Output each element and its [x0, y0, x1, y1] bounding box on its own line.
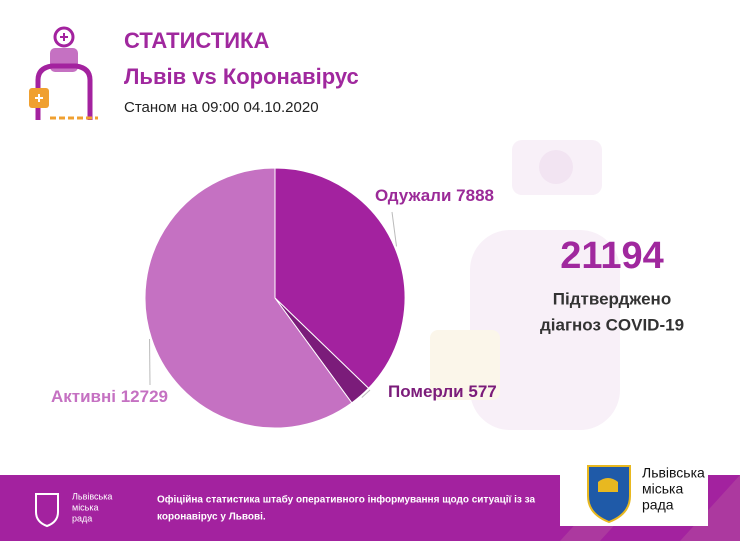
leader-line [391, 211, 397, 247]
leader-line [361, 389, 371, 398]
slice-label: Померли 577 [388, 382, 497, 401]
coat-of-arms [587, 465, 631, 524]
brand-text: рада [642, 497, 674, 513]
footer-logo [35, 493, 59, 528]
slice-label-value: 577 [468, 382, 496, 401]
background-icon [430, 140, 620, 430]
slice-label: Активні 12729 [51, 387, 168, 406]
footer-text: коронавірус у Львові. [157, 512, 266, 523]
pie-slice [274, 167, 406, 389]
brand-panel [560, 460, 708, 526]
slice-label-name: Одужали [375, 186, 451, 205]
footer-logo-text: міська [72, 502, 99, 512]
brand-text: Львівська [642, 465, 705, 481]
subtitle: Львів vs Коронавірус [124, 64, 359, 89]
total-number: 21194 [560, 235, 664, 277]
footer-text: Офіційна статистика штабу оперативного і… [157, 494, 535, 506]
date: Станом на 09:00 04.10.2020 [124, 99, 319, 116]
footer-logo-text: Львівська [72, 491, 112, 501]
pie-slice [144, 167, 353, 429]
header-icon [29, 26, 98, 120]
brand-text: міська [642, 481, 683, 497]
slice-label-value: 7888 [456, 186, 494, 205]
total-caption: Підтверджено [553, 289, 671, 308]
footer-logo-text: рада [72, 513, 92, 523]
slice-label-name: Померли [388, 382, 464, 401]
title: СТАТИСТИКА [124, 28, 269, 53]
total-caption: діагноз COVID-19 [540, 315, 684, 334]
slice-label-value: 12729 [121, 387, 168, 406]
slice-label-name: Активні [51, 387, 116, 406]
pie-chart: Одужали 7888 Померли 577 Активні 12729 [51, 167, 497, 429]
slice-label: Одужали 7888 [375, 186, 494, 205]
